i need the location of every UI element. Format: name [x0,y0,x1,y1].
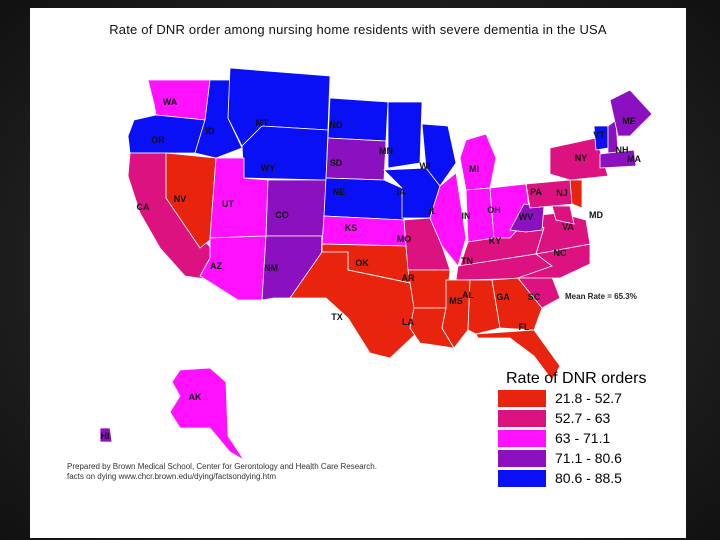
state-label-ga: GA [496,292,510,302]
state-label-oh: OH [487,205,501,215]
state-label-ok: OK [355,258,369,268]
state-label-ky: KY [489,236,502,246]
state-label-la: LA [402,317,414,327]
state-ga [491,277,543,331]
credits-line-1: Prepared by Brown Medical School, Center… [67,462,377,471]
state-label-ks: KS [345,223,358,233]
state-label-hi: HI [101,431,110,441]
legend-row-4: 71.1 - 80.6 [498,448,678,468]
state-label-mi: MI [469,164,479,174]
legend-row-2: 52.7 - 63 [498,408,678,428]
state-label-ma: MA [627,154,641,164]
state-md [551,205,575,225]
legend-swatch-1 [498,389,546,407]
state-wi [421,123,457,187]
state-label-va: VA [562,222,574,232]
legend-label-5: 80.6 - 88.5 [555,470,622,486]
state-ks [321,215,407,247]
state-label-vt: VT [593,130,605,140]
legend-row-1: 21.8 - 52.7 [498,388,678,408]
state-label-nc: NC [554,248,567,258]
state-tx [289,251,423,359]
state-label-wy: WY [261,163,276,173]
state-label-fl: FL [519,322,530,332]
legend-label-1: 21.8 - 52.7 [555,390,622,406]
state-label-nv: NV [174,194,187,204]
state-nv [165,152,217,249]
state-label-wa: WA [163,97,178,107]
state-hi [99,427,113,443]
state-ma [599,149,637,169]
legend-row-5: 80.6 - 88.5 [498,468,678,488]
legend-label-4: 71.1 - 80.6 [555,450,622,466]
state-label-tn: TN [461,256,473,266]
state-label-id: ID [206,126,216,136]
legend-title: Rate of DNR orders [506,370,647,387]
state-label-az: AZ [210,261,222,271]
state-label-co: CO [275,210,289,220]
state-label-pa: PA [530,187,542,197]
legend: Rate of DNR orders 21.8 - 52.7 52.7 - 63… [498,370,678,488]
state-label-mt: MT [256,118,269,128]
state-label-nd: ND [330,120,343,130]
state-label-wi: WI [420,161,431,171]
state-label-mo: MO [397,234,412,244]
state-wv [509,203,545,233]
state-label-sc: SC [528,292,541,302]
state-wy [241,125,329,181]
state-wa [147,79,211,121]
state-label-in: IN [462,211,471,221]
mean-rate-label: Mean Rate = 65.3% [565,292,637,301]
state-label-il: IL [429,206,438,216]
state-label-me: ME [622,116,636,126]
us-choropleth-map: WA OR CA NV ID MT WY UT AZ CO NM ND SD NE KS OK TX MN IA MO… [99,67,653,461]
state-label-ia: IA [397,187,407,197]
state-label-nh: NH [616,145,629,155]
state-or [127,114,206,154]
state-mn [387,101,423,169]
state-label-ut: UT [222,199,234,209]
legend-swatch-4 [498,449,546,467]
map-title: Rate of DNR order among nursing home res… [109,22,607,37]
state-label-ms: MS [449,296,463,306]
state-label-nm: NM [264,263,278,273]
credits-line-2: facts on dying www.chcr.brown.edu/dying/… [67,472,276,481]
state-label-or: OR [151,135,165,145]
state-label-nj: NJ [556,188,568,198]
state-label-mn: MN [379,146,393,156]
state-label-ny: NY [575,153,588,163]
state-me [609,89,653,137]
legend-swatch-5 [498,469,546,487]
legend-label-2: 52.7 - 63 [555,410,611,426]
state-labels-layer: WA OR CA NV ID MT WY UT AZ CO NM ND SD NE KS OK TX MN IA MO… [101,97,642,441]
map-panel: Rate of DNR order among nursing home res… [30,8,686,538]
state-ny [549,137,609,181]
state-fl [475,329,561,381]
state-mi [459,133,497,191]
legend-label-3: 63 - 71.1 [555,430,611,446]
state-label-wv: WV [519,212,534,222]
legend-swatch-3 [498,429,546,447]
state-label-sd: SD [330,158,343,168]
states-layer [99,67,653,461]
state-label-al: AL [462,290,474,300]
state-nj [569,179,583,209]
state-ak [169,367,245,461]
state-ne [323,177,405,221]
legend-swatch-2 [498,409,546,427]
state-label-ak: AK [189,392,202,402]
state-co [265,179,329,237]
state-label-md: MD [589,210,603,220]
state-label-ar: AR [402,273,415,283]
legend-row-3: 63 - 71.1 [498,428,678,448]
state-label-ne: NE [333,187,346,197]
credits: Prepared by Brown Medical School, Center… [67,462,377,482]
state-al [467,279,501,335]
state-label-tx: TX [331,312,343,322]
state-label-ca: CA [137,202,150,212]
